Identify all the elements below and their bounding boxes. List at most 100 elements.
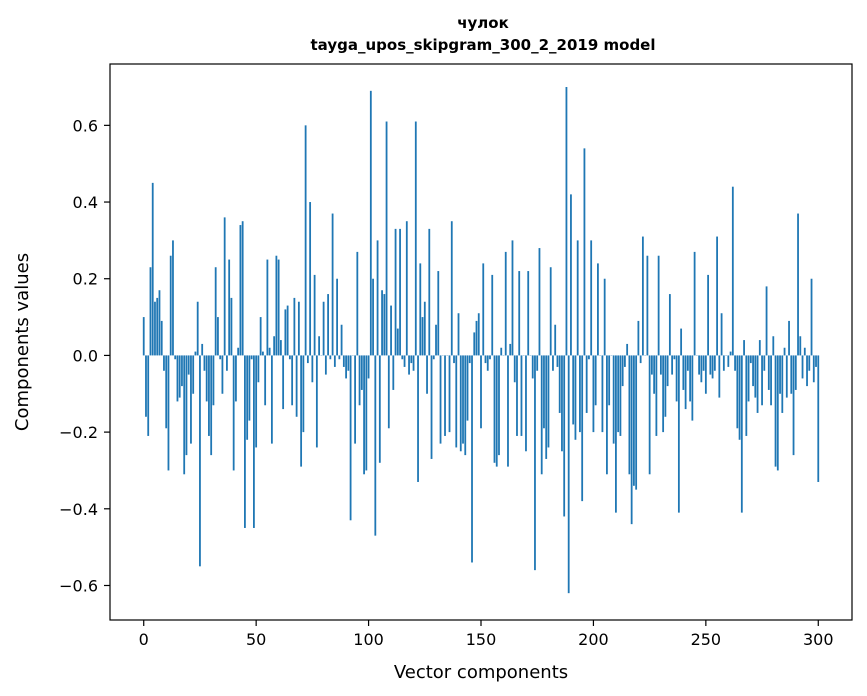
bar-299 [815,355,817,367]
bar-53 [262,351,264,356]
bar-17 [181,355,183,387]
bar-26 [201,343,204,356]
bar-141 [459,355,462,452]
bar-96 [358,355,361,406]
bar-193 [576,240,579,356]
bar-245 [693,251,696,356]
bar-264 [736,355,739,429]
x-tick-label: 50 [246,630,266,649]
bar-38 [228,259,231,356]
bar-0 [142,317,145,356]
bar-116 [403,355,406,367]
bar-204 [601,355,604,433]
bar-218 [633,355,635,486]
bar-143 [464,355,467,456]
bar-195 [581,355,584,502]
bar-214 [624,355,626,367]
bar-25 [199,355,201,567]
bar-28 [205,355,208,402]
bar-278 [767,355,770,390]
bar-191 [572,355,575,425]
bar-132 [439,355,442,444]
bar-7 [158,290,161,356]
bar-190 [570,194,572,356]
bar-18 [183,355,186,475]
bar-287 [788,320,790,356]
bar-215 [626,343,629,356]
bar-286 [785,355,788,398]
bar-101 [369,90,372,356]
plot-area-frame [109,63,853,621]
bar-182 [552,355,554,371]
bar-201 [594,355,597,406]
bar-233 [666,355,669,387]
x-tick-label: 250 [691,630,722,649]
bar-187 [563,355,566,517]
bar-145 [468,355,471,364]
bar-87 [338,355,341,360]
bar-177 [540,355,543,475]
bar-81 [324,355,327,375]
bar-164 [511,240,514,356]
bar-95 [356,251,359,356]
bar-300 [817,355,820,482]
bar-100 [367,355,370,379]
bar-110 [390,305,392,356]
bar-231 [662,355,665,433]
bar-126 [426,355,428,394]
y-tick-label: 0.2 [73,270,98,289]
bar-250 [704,355,707,394]
bar-46 [246,355,249,440]
bar-130 [435,324,437,356]
bar-154 [489,355,491,360]
bar-281 [774,355,777,467]
bar-272 [754,355,757,398]
bar-176 [538,248,541,356]
bar-119 [410,355,413,364]
bar-54 [264,355,267,406]
bar-238 [677,355,680,513]
bar-185 [558,355,561,413]
bar-161 [504,251,507,356]
bar-139 [455,355,458,448]
bar-49 [253,355,255,528]
bar-265 [738,355,741,440]
bar-295 [806,355,808,387]
bar-207 [608,355,611,406]
bar-275 [761,355,763,406]
bar-255 [716,236,718,356]
x-tick-label: 200 [578,630,609,649]
bar-140 [457,313,460,356]
bar-59 [275,255,278,356]
bar-150 [480,355,482,429]
bar-134 [444,355,446,436]
bar-83 [329,355,332,360]
bar-171 [527,271,530,356]
bar-194 [579,355,581,433]
bar-14 [174,355,177,360]
bar-268 [745,355,748,436]
bar-123 [419,263,422,356]
bar-97 [360,355,363,390]
bar-155 [491,274,494,356]
bar-24 [196,301,199,356]
bar-82 [327,294,329,356]
bar-209 [612,355,615,444]
bar-248 [700,355,703,383]
bar-67 [293,297,296,356]
bar-108 [385,121,388,356]
bar-148 [475,320,478,356]
x-axis-ticks: 0 50 100 150 200 250 300 [139,620,834,649]
bar-235 [671,355,674,375]
bar-36 [223,217,226,356]
bar-5 [154,301,156,356]
bar-117 [405,221,408,356]
bar-239 [680,328,683,356]
bar-251 [707,274,709,356]
bar-151 [482,263,485,356]
bar-66 [291,355,294,406]
bar-12 [169,255,172,356]
bar-88 [340,324,343,356]
bar-230 [659,355,662,375]
bar-58 [273,336,276,356]
